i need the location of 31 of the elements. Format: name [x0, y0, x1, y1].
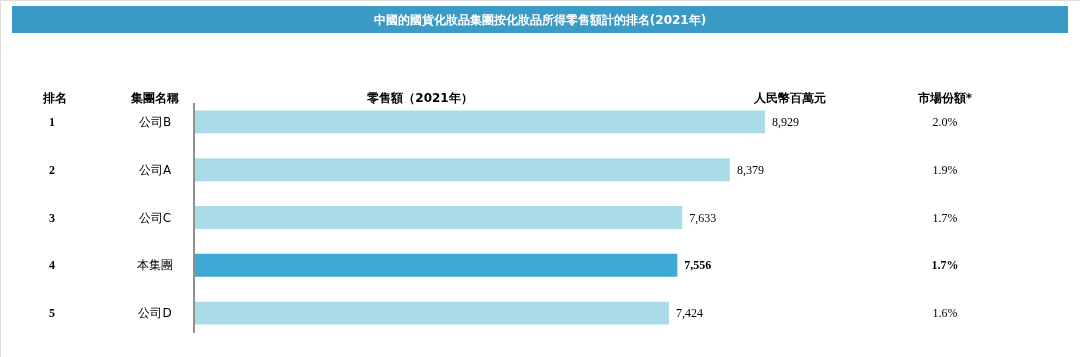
bar	[195, 253, 678, 277]
text: 1.6%	[932, 306, 958, 321]
annotation: 人民幣百萬元	[753, 91, 826, 105]
text: 1.7%	[932, 210, 958, 225]
data-label: 7,633	[689, 210, 717, 225]
text: 市場份額*	[916, 91, 973, 105]
annotation: 零售額（2021年）	[366, 91, 473, 105]
text: 4	[49, 258, 55, 273]
y-tick-label: 公司D	[138, 306, 172, 321]
data-label: 7,556	[684, 258, 712, 273]
text: 2	[49, 162, 55, 177]
text: 3	[49, 210, 55, 225]
y-tick-label: 本集團	[137, 258, 173, 273]
y-tick-label: 公司A	[138, 162, 172, 177]
data-label: 8,929	[772, 114, 799, 129]
text: 5	[49, 306, 55, 321]
text: 2.0%	[932, 114, 958, 129]
y-tick-label: 公司B	[138, 114, 172, 129]
chart-title: 中國的國貨化妝品集團按化妝品所得零售額計的排名(2021年)	[373, 13, 707, 27]
data-label: 8,379	[736, 162, 764, 177]
bar	[195, 206, 683, 229]
bar	[195, 158, 730, 182]
text: 1.7%	[931, 258, 959, 273]
y-tick-label: 公司C	[138, 210, 172, 225]
text: 集團名稱	[130, 91, 179, 105]
text: 1	[49, 114, 55, 129]
bar	[195, 110, 765, 134]
data-label: 7,424	[675, 306, 703, 321]
bar	[195, 301, 669, 325]
text: 1.9%	[932, 162, 958, 177]
text: 排名	[42, 91, 67, 105]
